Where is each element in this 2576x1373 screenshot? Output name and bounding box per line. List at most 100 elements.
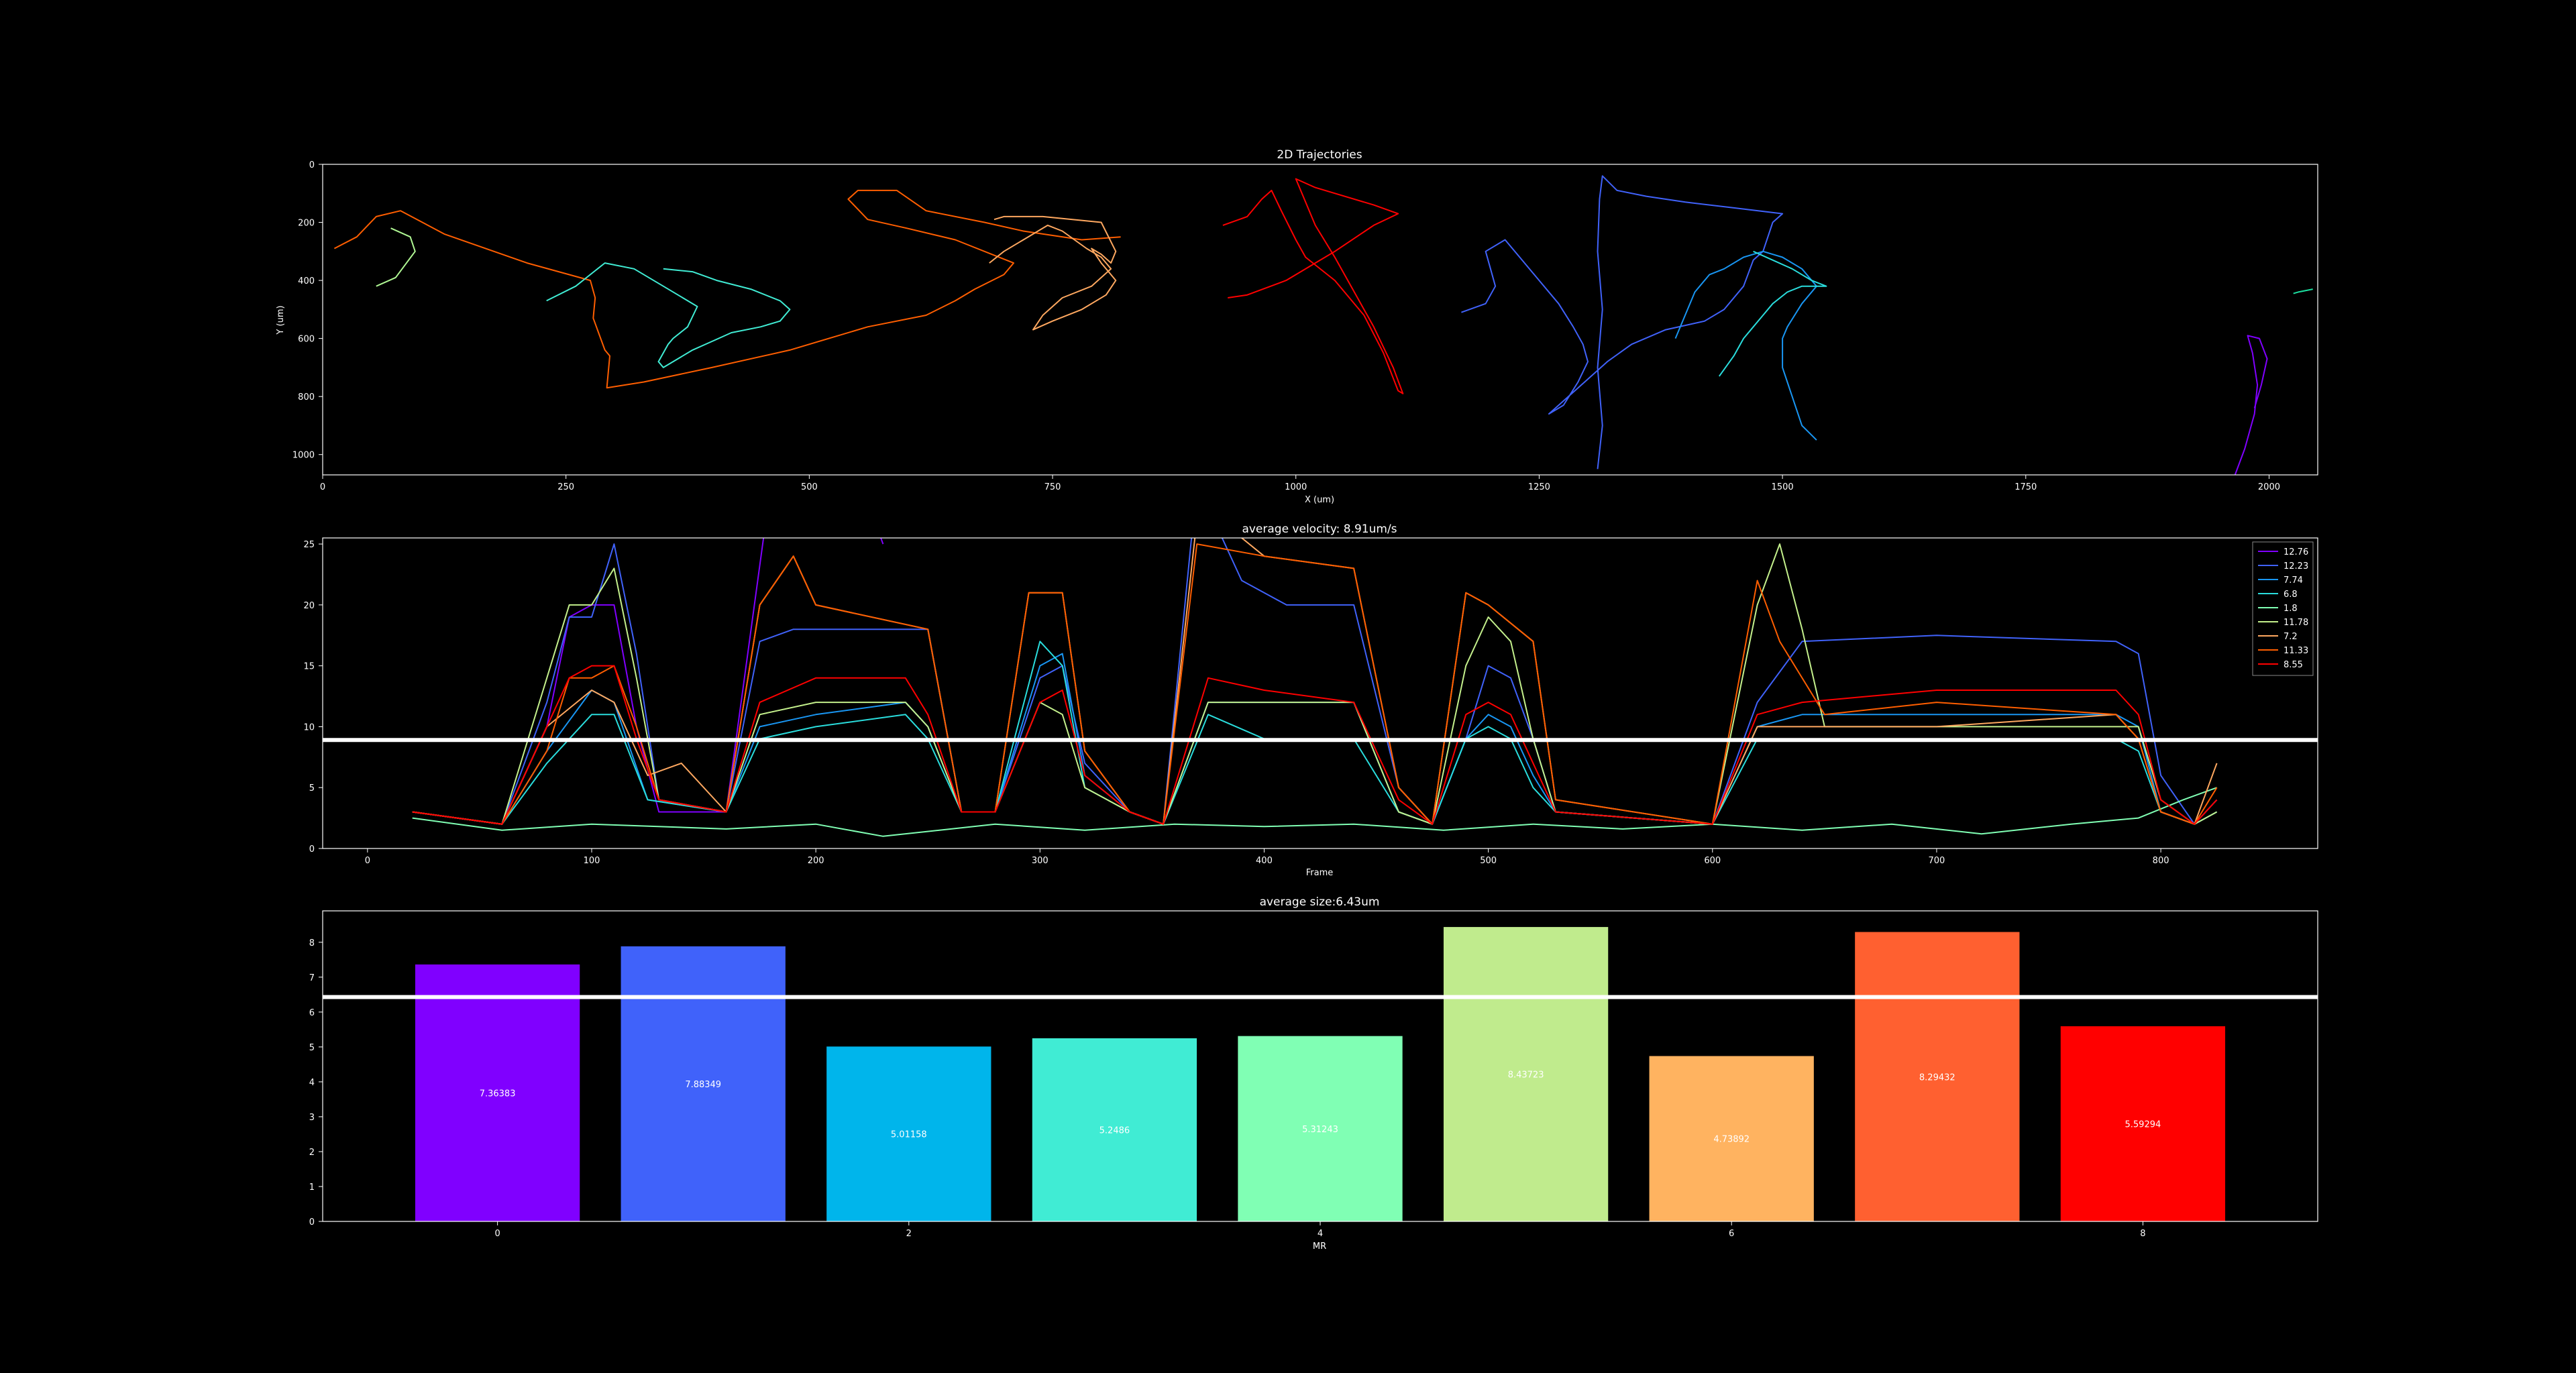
trajectory-line-5 xyxy=(1222,178,1404,394)
legend-label: 12.23 xyxy=(2284,561,2308,571)
velocity-xtick-label: 400 xyxy=(1256,856,1273,866)
size-xtick-label: 4 xyxy=(1318,1229,1323,1239)
legend-label: 12.76 xyxy=(2284,547,2308,557)
trajectory-line-8 xyxy=(1718,250,1827,377)
trajectories-xtick-label: 1500 xyxy=(1772,482,1794,492)
trajectory-line-3 xyxy=(376,227,416,287)
size-bar-label: 5.31243 xyxy=(1302,1125,1338,1135)
velocity-legend: 12.76 12.23 7.74 6.8 1.8 11.78 7.2 11.33 8.55 xyxy=(2252,541,2314,676)
size-bar-label: 4.73892 xyxy=(1713,1135,1750,1145)
trajectories-panel: 2D Trajectories X (um) Y (um) 0 250 500 750… xyxy=(276,148,2318,505)
velocity-ytick-label: 25 xyxy=(303,540,315,550)
legend-label: 11.33 xyxy=(2284,646,2308,656)
trajectory-line-4 xyxy=(989,215,1117,331)
size-bar-label: 8.43723 xyxy=(1508,1070,1544,1081)
velocity-panel: average velocity: 8.91um/s Frame 0 100 200… xyxy=(303,523,2318,878)
velocity-xlabel: Frame xyxy=(1306,868,1334,878)
size-xlabel: MR xyxy=(1313,1242,1326,1252)
size-ytick-label: 4 xyxy=(309,1078,315,1088)
trajectories-xtick-label: 750 xyxy=(1044,482,1061,492)
size-bar-5 xyxy=(1443,927,1609,1221)
size-xtick-label: 0 xyxy=(494,1229,500,1239)
velocity-line-7.2 xyxy=(412,538,2218,825)
size-panel: average size:6.43um MR 0 2 4 6 8 0 1 2 3 4 5 6 7 8 7.… xyxy=(309,895,2318,1252)
trajectory-line-6 xyxy=(1461,175,1784,470)
velocity-xtick-label: 500 xyxy=(1480,856,1497,866)
velocity-line-11.78 xyxy=(412,543,2218,825)
size-ytick-label: 6 xyxy=(309,1008,315,1018)
trajectories-ytick-label: 200 xyxy=(298,219,315,229)
legend-label: 1.8 xyxy=(2284,604,2298,614)
legend-label: 6.8 xyxy=(2284,590,2298,600)
size-bar-4 xyxy=(1238,1036,1403,1221)
trajectories-xtick-label: 2000 xyxy=(2258,482,2280,492)
trajectories-ytick-label: 600 xyxy=(298,335,315,345)
velocity-line-11.33 xyxy=(412,543,2218,825)
trajectories-xtick-label: 250 xyxy=(557,482,574,492)
velocity-xtick-label: 600 xyxy=(1704,856,1721,866)
size-ytick-label: 5 xyxy=(309,1043,315,1053)
velocity-axes-frame xyxy=(322,537,2318,849)
size-bar-label: 5.59294 xyxy=(2125,1120,2161,1130)
size-xtick-label: 6 xyxy=(1729,1229,1734,1239)
size-bar-8 xyxy=(2060,1026,2226,1221)
size-ytick-label: 1 xyxy=(309,1183,315,1193)
legend-label: 7.2 xyxy=(2284,632,2298,642)
velocity-line-1.8 xyxy=(412,787,2217,837)
size-bar-label: 8.29432 xyxy=(1919,1073,1955,1083)
velocity-line-12.76 xyxy=(412,538,884,825)
trajectories-ytick-label: 1000 xyxy=(292,451,315,461)
size-title: average size:6.43um xyxy=(1260,895,1380,909)
velocity-title: average velocity: 8.91um/s xyxy=(1242,523,1397,536)
size-bar-label: 5.01158 xyxy=(891,1130,927,1140)
velocity-xtick-label: 800 xyxy=(2153,856,2169,866)
trajectories-xtick-label: 1000 xyxy=(1285,482,1307,492)
size-ytick-label: 3 xyxy=(309,1113,315,1123)
trajectory-line-7 xyxy=(1674,250,1817,441)
trajectories-title: 2D Trajectories xyxy=(1277,148,1362,162)
legend-label: 11.78 xyxy=(2284,618,2308,628)
trajectories-ytick-label: 800 xyxy=(298,392,315,402)
size-ytick-label: 8 xyxy=(309,938,315,948)
trajectories-ytick-label: 400 xyxy=(298,276,315,286)
size-xtick-label: 8 xyxy=(2140,1229,2145,1239)
velocity-ytick-label: 0 xyxy=(309,844,315,855)
velocity-ytick-label: 10 xyxy=(303,722,315,732)
size-ytick-label: 0 xyxy=(309,1217,315,1227)
velocity-ytick-label: 15 xyxy=(303,662,315,672)
size-bar-label: 5.2486 xyxy=(1099,1125,1130,1136)
trajectory-line-1 xyxy=(333,189,1121,389)
size-bar-label: 7.88349 xyxy=(685,1080,721,1090)
velocity-line-8.55 xyxy=(412,665,2218,825)
velocity-line-12.23 xyxy=(412,538,2218,825)
trajectories-xtick-label: 1750 xyxy=(2015,482,2037,492)
size-bar-0 xyxy=(415,964,580,1221)
size-bar-7 xyxy=(1855,932,2020,1221)
size-bar-3 xyxy=(1032,1038,1197,1221)
trajectory-line-0 xyxy=(2234,335,2268,476)
velocity-xtick-label: 100 xyxy=(584,856,600,866)
legend-label: 7.74 xyxy=(2284,575,2303,586)
size-bar-label: 7.36383 xyxy=(480,1089,516,1099)
trajectory-line-2 xyxy=(546,262,791,368)
velocity-xtick-label: 300 xyxy=(1032,856,1049,866)
velocity-ytick-label: 20 xyxy=(303,601,315,611)
size-ytick-label: 7 xyxy=(309,973,315,983)
size-bar-2 xyxy=(826,1046,991,1221)
size-ytick-label: 2 xyxy=(309,1148,315,1158)
velocity-xtick-label: 700 xyxy=(1929,856,1945,866)
size-axes-frame xyxy=(322,910,2318,1222)
trajectories-ylabel: Y (um) xyxy=(276,305,286,335)
trajectories-xtick-label: 500 xyxy=(801,482,818,492)
velocity-ytick-label: 5 xyxy=(309,783,315,793)
velocity-xtick-label: 0 xyxy=(365,856,370,866)
trajectories-ytick-label: 0 xyxy=(309,160,315,170)
legend-label: 8.55 xyxy=(2284,660,2303,670)
trajectories-axes-frame xyxy=(322,164,2318,476)
trajectories-xtick-label: 0 xyxy=(320,482,325,492)
size-xtick-label: 2 xyxy=(906,1229,912,1239)
velocity-legend-box xyxy=(2252,541,2314,676)
size-bar-6 xyxy=(1649,1056,1814,1221)
trajectories-xlabel: X (um) xyxy=(1305,495,1334,505)
